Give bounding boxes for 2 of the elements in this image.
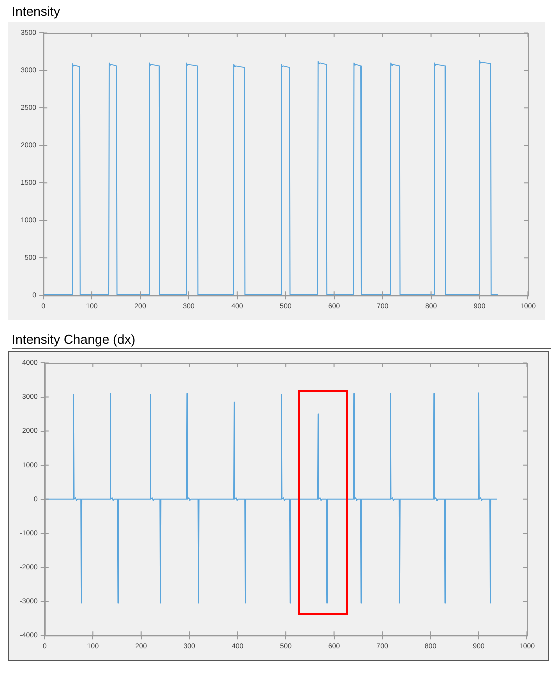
chart-title: Intensity xyxy=(12,4,62,20)
chart-title: Intensity Change (dx) xyxy=(12,332,551,349)
